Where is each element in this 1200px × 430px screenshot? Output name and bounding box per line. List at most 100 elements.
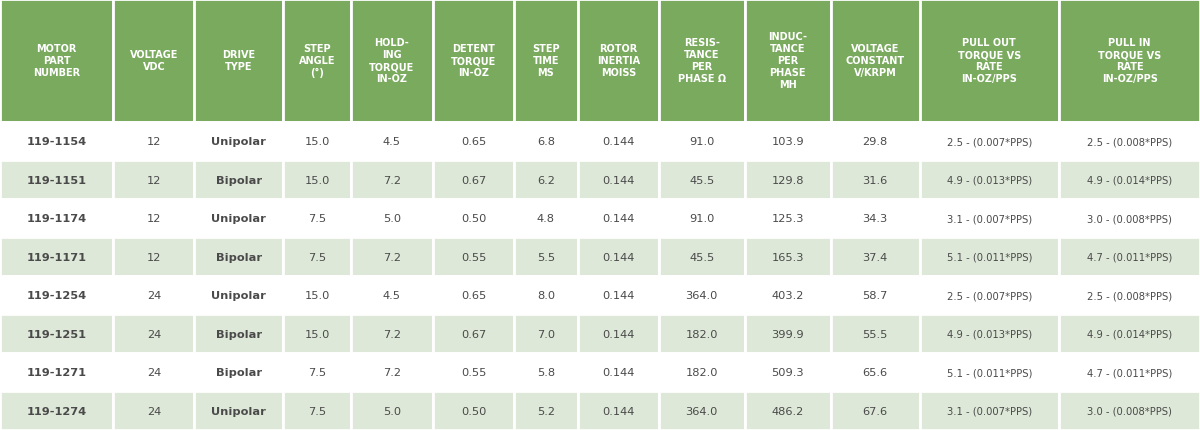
Bar	[114, 200, 194, 238]
Bar	[830, 0, 919, 123]
Bar	[745, 392, 830, 430]
Bar	[659, 315, 745, 353]
Text: 2.5 - (0.007*PPS): 2.5 - (0.007*PPS)	[947, 137, 1032, 147]
Text: HOLD-
ING
TORQUE
IN-OZ: HOLD- ING TORQUE IN-OZ	[370, 38, 414, 84]
Bar	[350, 238, 433, 276]
Bar	[1060, 392, 1200, 430]
Bar	[514, 353, 578, 392]
Text: 7.2: 7.2	[383, 252, 401, 262]
Text: 5.1 - (0.011*PPS): 5.1 - (0.011*PPS)	[947, 252, 1032, 262]
Bar	[283, 161, 350, 200]
Text: 12: 12	[146, 137, 161, 147]
Bar	[350, 161, 433, 200]
Bar	[830, 200, 919, 238]
Text: 0.67: 0.67	[461, 175, 486, 185]
Bar	[433, 353, 514, 392]
Text: 15.0: 15.0	[305, 137, 330, 147]
Text: 0.55: 0.55	[461, 367, 486, 378]
Bar	[745, 315, 830, 353]
Bar	[659, 123, 745, 161]
Bar	[578, 161, 659, 200]
Text: 119-1151: 119-1151	[26, 175, 86, 185]
Text: 119-1154: 119-1154	[26, 137, 86, 147]
Bar	[1060, 0, 1200, 123]
Bar	[514, 161, 578, 200]
Bar	[830, 353, 919, 392]
Text: 5.0: 5.0	[383, 406, 401, 416]
Text: 55.5: 55.5	[863, 329, 888, 339]
Text: Bipolar: Bipolar	[216, 329, 262, 339]
Text: 103.9: 103.9	[772, 137, 804, 147]
Text: 0.144: 0.144	[602, 214, 635, 224]
Bar	[350, 392, 433, 430]
Text: 65.6: 65.6	[863, 367, 888, 378]
Text: 6.8: 6.8	[536, 137, 554, 147]
Text: 67.6: 67.6	[863, 406, 888, 416]
Text: 5.1 - (0.011*PPS): 5.1 - (0.011*PPS)	[947, 367, 1032, 378]
Text: 125.3: 125.3	[772, 214, 804, 224]
Text: 5.8: 5.8	[536, 367, 554, 378]
Text: 7.0: 7.0	[536, 329, 554, 339]
Text: VOLTAGE
CONSTANT
V/KRPM: VOLTAGE CONSTANT V/KRPM	[846, 44, 905, 78]
Text: 24: 24	[146, 291, 161, 301]
Bar	[578, 123, 659, 161]
Bar	[433, 200, 514, 238]
Bar	[745, 161, 830, 200]
Bar	[578, 353, 659, 392]
Bar	[919, 123, 1060, 161]
Bar	[194, 123, 283, 161]
Text: 0.55: 0.55	[461, 252, 486, 262]
Text: 0.65: 0.65	[461, 137, 486, 147]
Text: 3.1 - (0.007*PPS): 3.1 - (0.007*PPS)	[947, 406, 1032, 416]
Text: ROTOR
INERTIA
MOISS: ROTOR INERTIA MOISS	[596, 44, 640, 78]
Text: 0.144: 0.144	[602, 137, 635, 147]
Text: Unipolar: Unipolar	[211, 137, 266, 147]
Text: 6.2: 6.2	[536, 175, 554, 185]
Bar	[0, 392, 114, 430]
Text: 182.0: 182.0	[685, 329, 718, 339]
Text: 0.144: 0.144	[602, 175, 635, 185]
Bar	[194, 161, 283, 200]
Text: 7.5: 7.5	[308, 214, 326, 224]
Bar	[578, 238, 659, 276]
Bar	[433, 315, 514, 353]
Text: 8.0: 8.0	[536, 291, 554, 301]
Bar	[830, 238, 919, 276]
Bar	[0, 0, 114, 123]
Text: Bipolar: Bipolar	[216, 175, 262, 185]
Bar	[194, 200, 283, 238]
Bar	[1060, 200, 1200, 238]
Text: 37.4: 37.4	[863, 252, 888, 262]
Bar	[514, 0, 578, 123]
Text: 364.0: 364.0	[685, 406, 718, 416]
Bar	[1060, 276, 1200, 315]
Bar	[1060, 123, 1200, 161]
Bar	[194, 353, 283, 392]
Bar	[830, 123, 919, 161]
Text: 7.2: 7.2	[383, 329, 401, 339]
Text: 0.144: 0.144	[602, 291, 635, 301]
Text: RESIS-
TANCE
PER
PHASE Ω: RESIS- TANCE PER PHASE Ω	[678, 38, 726, 84]
Bar	[1060, 238, 1200, 276]
Bar	[659, 353, 745, 392]
Bar	[194, 276, 283, 315]
Bar	[114, 353, 194, 392]
Text: 364.0: 364.0	[685, 291, 718, 301]
Bar	[283, 238, 350, 276]
Text: 4.9 - (0.014*PPS): 4.9 - (0.014*PPS)	[1087, 329, 1172, 339]
Bar	[514, 200, 578, 238]
Bar	[919, 238, 1060, 276]
Text: 4.9 - (0.013*PPS): 4.9 - (0.013*PPS)	[947, 329, 1032, 339]
Text: 2.5 - (0.008*PPS): 2.5 - (0.008*PPS)	[1087, 291, 1172, 301]
Bar	[514, 276, 578, 315]
Text: 119-1274: 119-1274	[26, 406, 86, 416]
Bar	[0, 200, 114, 238]
Text: DETENT
TORQUE
IN-OZ: DETENT TORQUE IN-OZ	[451, 44, 496, 78]
Bar	[114, 161, 194, 200]
Bar	[0, 161, 114, 200]
Text: VOLTAGE
VDC: VOLTAGE VDC	[130, 50, 178, 72]
Text: 2.5 - (0.007*PPS): 2.5 - (0.007*PPS)	[947, 291, 1032, 301]
Bar	[514, 315, 578, 353]
Bar	[1060, 353, 1200, 392]
Bar	[745, 353, 830, 392]
